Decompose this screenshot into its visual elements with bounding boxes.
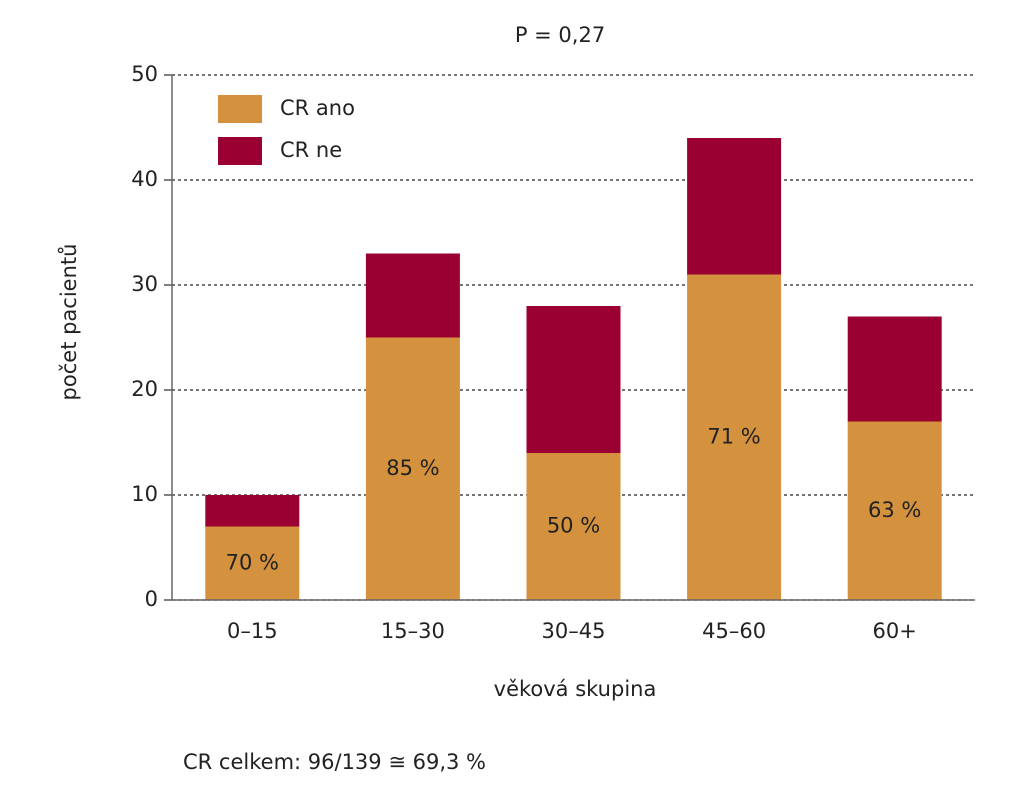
bar-segment bbox=[847, 421, 942, 600]
y-tick-label: 50 bbox=[131, 62, 158, 86]
x-tick-label: 45–60 bbox=[702, 619, 766, 643]
bar-segment bbox=[526, 453, 621, 600]
legend-swatch bbox=[218, 95, 262, 123]
bar-annotation: 63 % bbox=[868, 498, 921, 522]
bar-segment bbox=[365, 253, 460, 338]
y-tick-label: 20 bbox=[131, 377, 158, 401]
x-tick-label: 0–15 bbox=[227, 619, 278, 643]
x-tick-label: 60+ bbox=[873, 619, 917, 643]
bar-segment bbox=[205, 495, 300, 527]
bar-annotation: 71 % bbox=[707, 424, 760, 448]
bar-annotation: 70 % bbox=[226, 550, 279, 574]
x-tick-label: 30–45 bbox=[542, 619, 606, 643]
y-axis-label: počet pacientů bbox=[57, 244, 81, 401]
bar-segment bbox=[205, 526, 300, 600]
bar-annotation: 85 % bbox=[386, 456, 439, 480]
bar-segment bbox=[365, 337, 460, 600]
legend-label: CR ano bbox=[280, 96, 355, 120]
bar-segment bbox=[687, 274, 782, 600]
legend-label: CR ne bbox=[280, 138, 342, 162]
chart-title: P = 0,27 bbox=[515, 23, 605, 47]
legend-swatch bbox=[218, 137, 262, 165]
y-tick-label: 40 bbox=[131, 167, 158, 191]
x-tick-label: 15–30 bbox=[381, 619, 445, 643]
y-tick-label: 10 bbox=[131, 482, 158, 506]
bar-segment bbox=[526, 306, 621, 453]
footnote: CR celkem: 96/139 ≅ 69,3 % bbox=[183, 750, 486, 774]
bar-annotation: 50 % bbox=[547, 514, 600, 538]
y-tick-label: 0 bbox=[145, 587, 158, 611]
bar-segment bbox=[687, 138, 782, 275]
bar-segment bbox=[847, 316, 942, 422]
x-axis-label: věková skupina bbox=[494, 677, 657, 701]
y-tick-label: 30 bbox=[131, 272, 158, 296]
